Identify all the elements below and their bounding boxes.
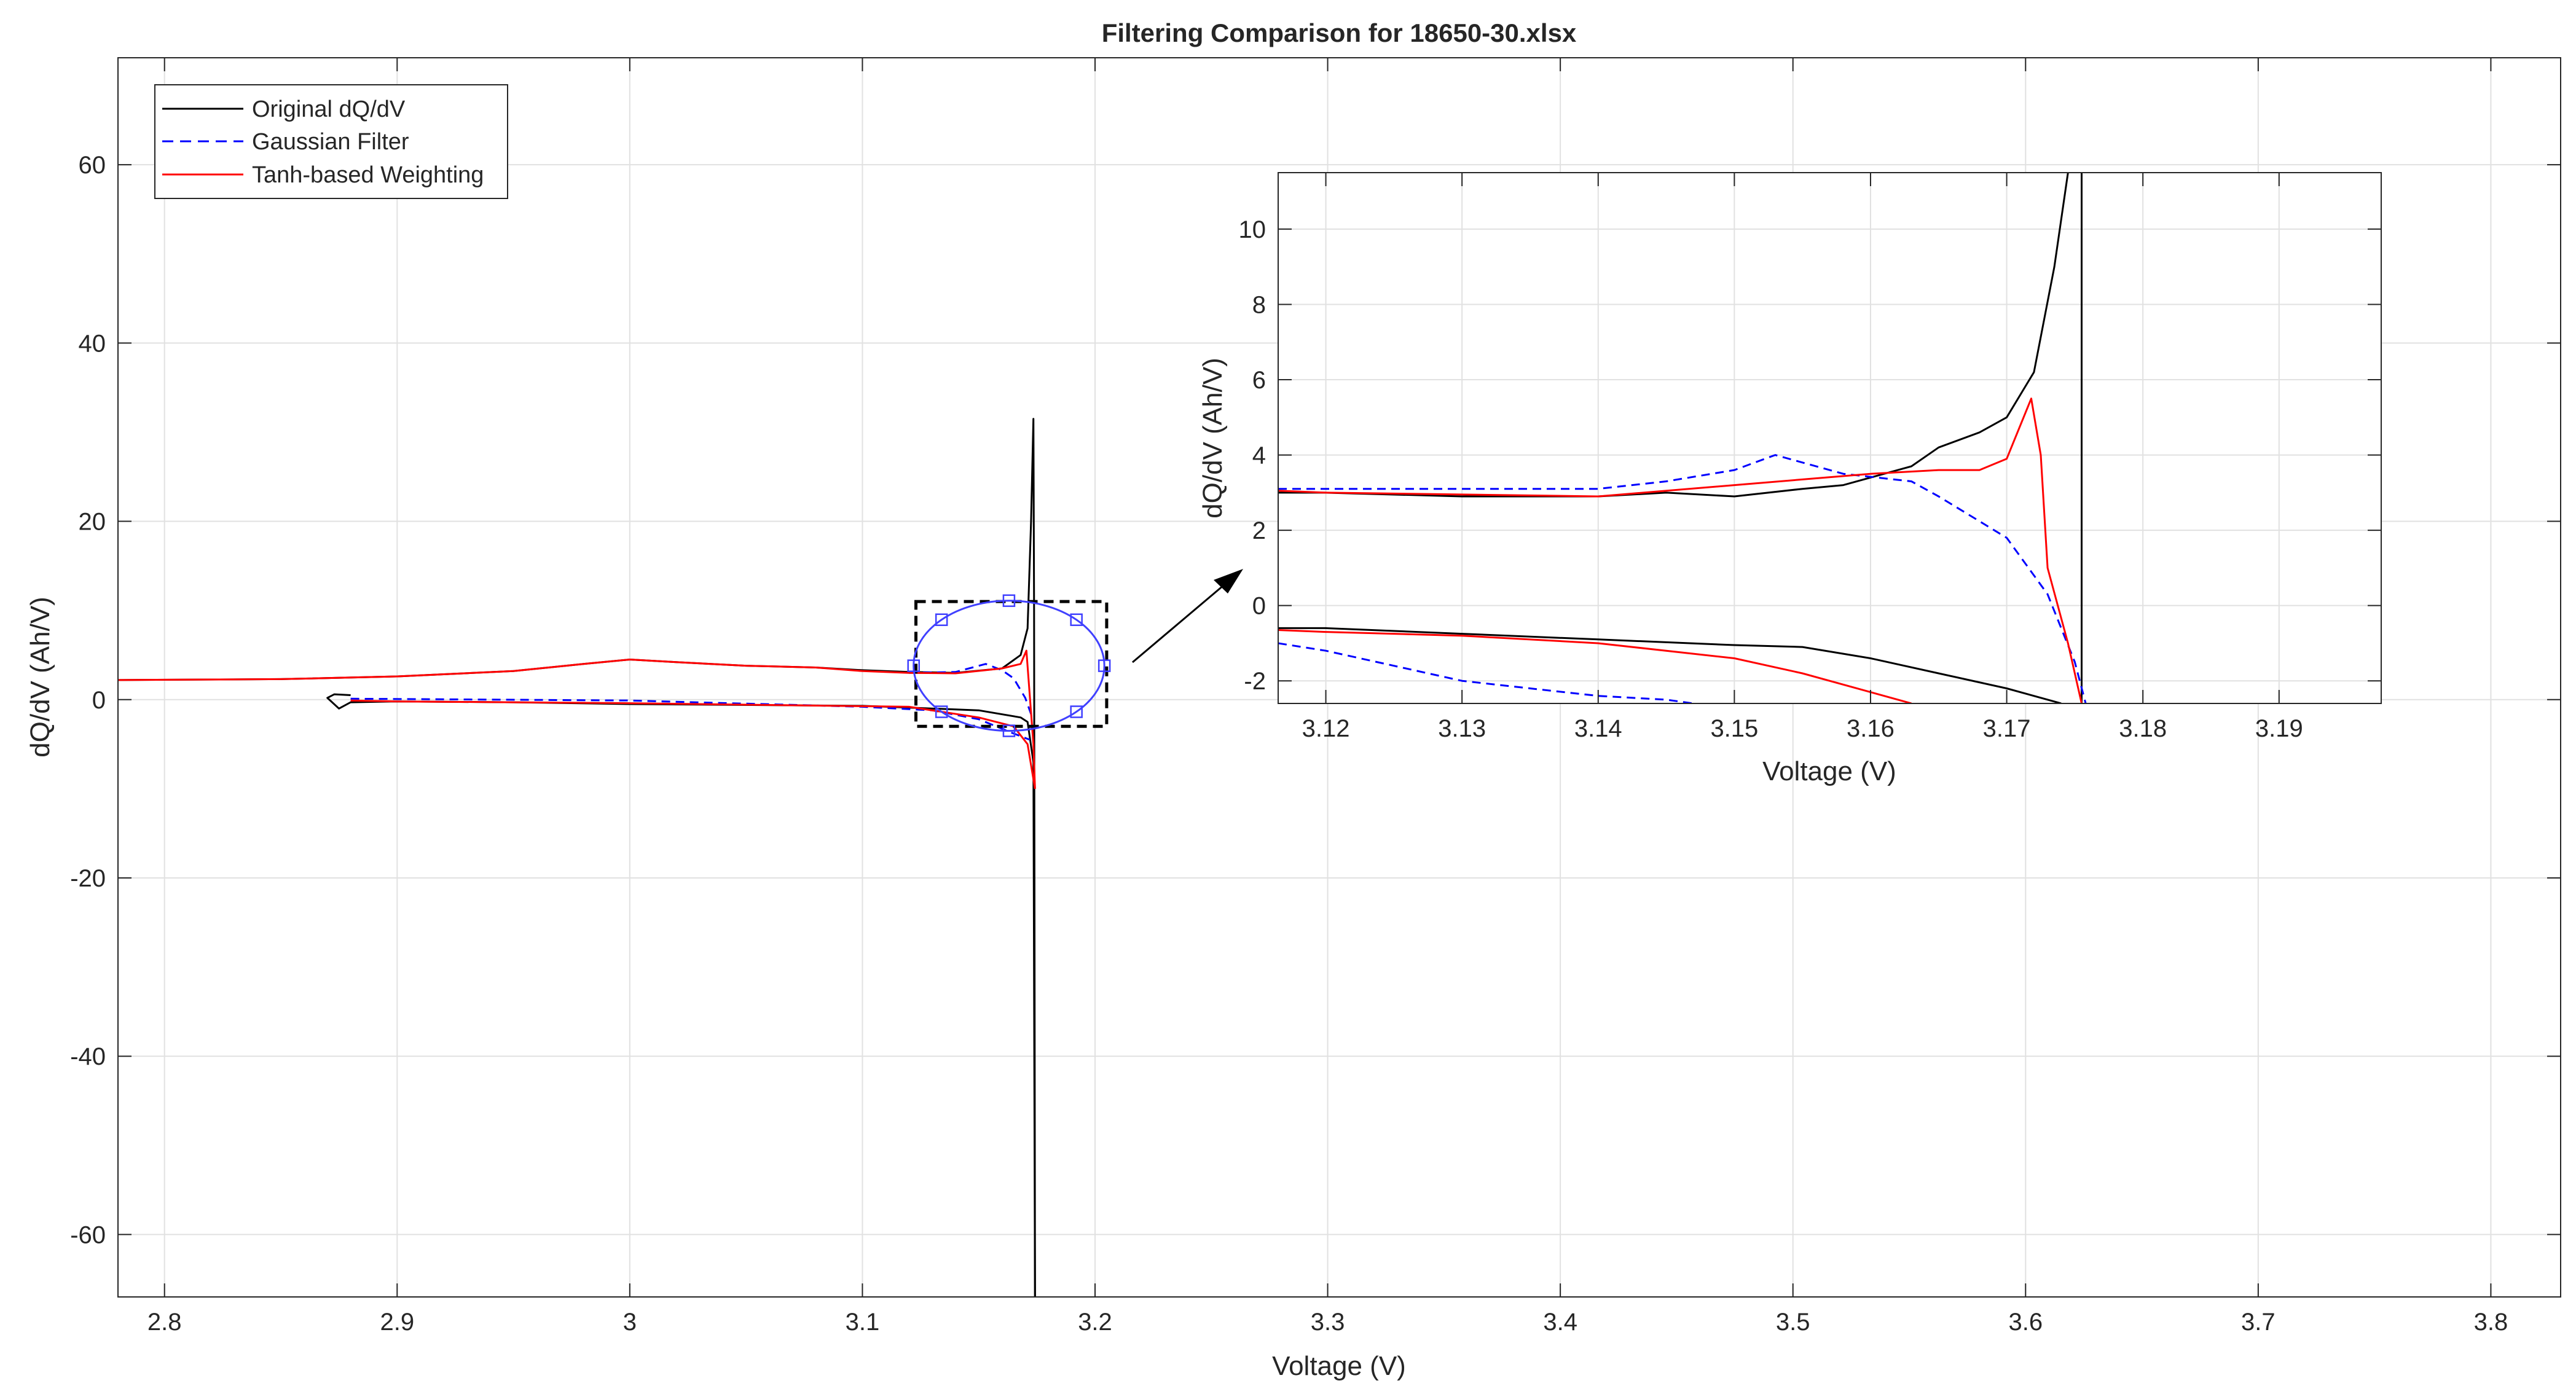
zoom-arrow: [1132, 569, 1243, 664]
main-x-tick-label: 3.7: [2241, 1309, 2276, 1336]
inset-y-axis-label: dQ/dV (Ah/V): [1198, 358, 1228, 519]
main-y-tick-labels: 60 40 20 0 -20 -40 -60: [70, 152, 106, 1248]
inset-series-group: [1278, 173, 2087, 703]
ellipse-handle[interactable]: [907, 659, 920, 672]
main-series-group: [118, 418, 1036, 1297]
inset-plot-area: [1278, 173, 2381, 703]
inset-axes-frame: [1278, 172, 2382, 704]
ellipse-handle[interactable]: [935, 613, 948, 626]
inset-x-axis-label: Voltage (V): [1762, 756, 1896, 786]
chart-title: Filtering Comparison for 18650-30.xlsx: [1102, 18, 1577, 47]
inset-x-tick-label: 3.17: [1983, 715, 2031, 742]
main-series-2: [118, 649, 1036, 789]
inset-series-line: [1278, 642, 1694, 703]
ellipse-handle[interactable]: [1070, 613, 1083, 626]
main-x-tick-label: 3.6: [2008, 1309, 2043, 1336]
inset-y-tick-label: 6: [1252, 367, 1266, 394]
inset-x-tick-label: 3.19: [2255, 715, 2303, 742]
inset-y-tick-label: 0: [1252, 593, 1266, 620]
inset-x-tick-label: 3.12: [1302, 715, 1350, 742]
main-x-tick-label: 2.8: [147, 1309, 182, 1336]
main-x-tick-label: 3.4: [1543, 1309, 1577, 1336]
main-y-axis-label: dQ/dV (Ah/V): [25, 597, 55, 758]
main-series-line: [909, 663, 1034, 718]
inset-x-tick-label: 3.16: [1847, 715, 1895, 742]
main-x-tick-label: 3.8: [2474, 1309, 2508, 1336]
ellipse-handle[interactable]: [1098, 659, 1111, 672]
inset-y-tick-label: 8: [1252, 291, 1266, 318]
ellipse-handle[interactable]: [1002, 594, 1016, 607]
inset-x-tick-label: 3.14: [1574, 715, 1622, 742]
inset-y-tick-label: 2: [1252, 517, 1266, 544]
main-y-tick-label: -60: [70, 1221, 106, 1248]
main-y-tick-label: 0: [92, 687, 106, 714]
inset-x-tick-label: 3.15: [1710, 715, 1758, 742]
zoom-region-rectangle: [914, 600, 1109, 728]
inset-series-line: [1278, 454, 2087, 703]
main-y-tick-label: 40: [79, 330, 106, 357]
main-x-tick-label: 3: [623, 1309, 637, 1336]
ellipse-handle[interactable]: [1002, 724, 1016, 737]
inset-tick-marks: [1278, 173, 2381, 703]
inset-y-tick-label: 10: [1239, 216, 1266, 243]
inset-x-tick-label: 3.13: [1438, 715, 1486, 742]
zoom-arrow-head: [1214, 569, 1243, 593]
main-y-tick-label: -20: [70, 865, 106, 892]
inset-x-tick-label: 3.18: [2119, 715, 2167, 742]
legend-label-original: Original dQ/dV: [252, 96, 406, 122]
legend-label-tanh: Tanh-based Weighting: [252, 162, 484, 188]
main-axes-frame: [117, 57, 2561, 1298]
inset-series-line: [1278, 627, 2062, 703]
ellipse-handle[interactable]: [1070, 705, 1083, 718]
main-x-tick-label: 3.5: [1776, 1309, 1810, 1336]
inset-y-tick-labels: 10 8 6 4 2 0 -2: [1239, 216, 1266, 695]
inset-series-0: [1278, 173, 2083, 703]
main-x-tick-label: 3.1: [846, 1309, 880, 1336]
legend-label-gaussian: Gaussian Filter: [252, 129, 409, 155]
inset-series-2: [1278, 397, 2083, 703]
main-y-tick-label: 60: [79, 152, 106, 179]
inset-series-line: [1278, 629, 1912, 703]
main-x-tick-labels: 2.8 2.9 3 3.1 3.2 3.3 3.4 3.5 3.6 3.7 3.8: [147, 1309, 2508, 1336]
inset-y-tick-label: -2: [1244, 668, 1266, 695]
inset-x-tick-labels: 3.12 3.13 3.14 3.15 3.16 3.17 3.18 3.19: [1302, 715, 2303, 742]
ellipse-handle[interactable]: [935, 705, 948, 718]
legend-box: [154, 84, 508, 199]
inset-series-line: [1278, 397, 2083, 703]
selection-ellipse: [913, 600, 1105, 732]
main-x-tick-label: 3.2: [1078, 1309, 1112, 1336]
legend: Original dQ/dV Gaussian Filter Tanh-base…: [154, 84, 508, 199]
main-x-axis-label: Voltage (V): [1272, 1351, 1406, 1381]
inset-series-1: [1278, 454, 2087, 703]
main-series-line: [118, 649, 1036, 789]
inset-series-line: [1278, 173, 2069, 498]
zoom-arrow-shaft: [1132, 581, 1228, 664]
main-series-line: [350, 699, 1036, 789]
inset-axes: 3.12 3.13 3.14 3.15 3.16 3.17 3.18 3.19 10 8 6 4 2 0…: [1198, 172, 2382, 786]
main-tick-marks: [118, 58, 2561, 1297]
main-y-tick-label: -40: [70, 1043, 106, 1070]
main-annotations: [907, 594, 1111, 737]
main-y-tick-label: 20: [79, 509, 106, 536]
inset-y-tick-label: 4: [1252, 442, 1266, 469]
main-x-tick-label: 3.3: [1311, 1309, 1345, 1336]
main-x-tick-label: 2.9: [380, 1309, 414, 1336]
